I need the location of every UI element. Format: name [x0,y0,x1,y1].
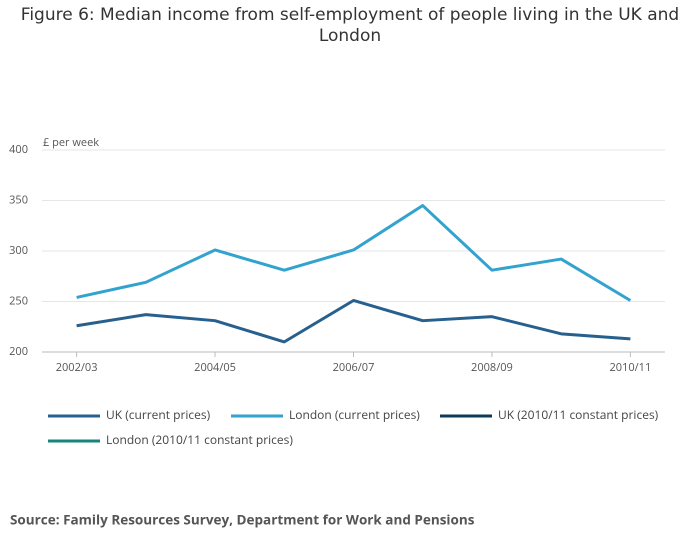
series-line [76,204,632,302]
chart-title: Figure 6: Median income from self-employ… [20,5,680,46]
y-axis-label: £ per week [43,135,99,150]
x-tick-label: 2004/05 [194,360,236,375]
legend-label: UK (2010/11 constant prices) [498,406,659,423]
x-tick-label: 2008/09 [471,360,513,375]
y-tick-label: 350 [9,192,28,207]
x-tick-label: 2010/11 [609,360,651,375]
legend-label: UK (current prices) [106,406,211,423]
y-tick-label: 250 [9,293,28,308]
y-tick-label: 300 [9,243,28,258]
x-tick-label: 2002/03 [56,360,98,375]
legend-label: London (2010/11 constant prices) [106,431,293,448]
x-tick-label: 2006/07 [333,360,375,375]
source: Source: Family Resources Survey, Departm… [10,511,475,529]
y-tick-label: 400 [9,142,28,157]
title-box: Figure 6: Median income from self-employ… [20,5,680,46]
legend-label: London (current prices) [289,406,420,423]
y-tick-label: 200 [9,344,28,359]
series-line [76,298,631,344]
